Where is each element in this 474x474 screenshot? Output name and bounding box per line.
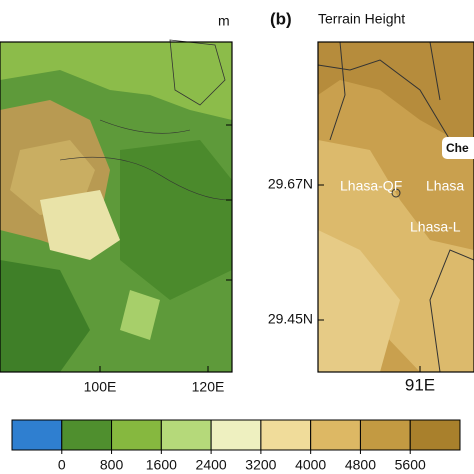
lon-label: 120E — [192, 379, 225, 395]
colorbar-box — [409, 419, 461, 451]
panel-label: (b) — [270, 9, 292, 28]
colorbar-label: 800 — [100, 457, 124, 473]
place-label: Lhasa-QF — [340, 178, 402, 194]
colorbar-box — [11, 419, 63, 451]
colorbar-label: 3200 — [245, 457, 276, 473]
lat-label: 29.67N — [268, 176, 313, 192]
label-box — [442, 137, 474, 159]
colorbar-label: 2400 — [196, 457, 227, 473]
colorbar: 0 800 1600 2400 3200 4000 4800 5600 — [11, 419, 461, 473]
colorbar-label: 0 — [58, 457, 66, 473]
colorbar-label: 4800 — [345, 457, 376, 473]
colorbar-box — [210, 419, 262, 451]
lon-label: 91E — [405, 375, 435, 394]
colorbar-box — [359, 419, 411, 451]
colorbar-box — [61, 419, 113, 451]
colorbar-label: 4000 — [295, 457, 326, 473]
lat-label: 29.45N — [268, 311, 313, 327]
colorbar-box — [260, 419, 312, 451]
place-label: Lhasa — [426, 178, 464, 194]
lon-label: 100E — [84, 379, 117, 395]
map-b — [317, 41, 474, 373]
colorbar-label: 1600 — [146, 457, 177, 473]
colorbar-label: 5600 — [395, 457, 426, 473]
colorbar-box — [111, 419, 162, 451]
place-label: Lhasa-L — [410, 219, 461, 235]
panel-title: Terrain Height — [318, 11, 405, 27]
colorbar-box — [160, 419, 212, 451]
place-label: Che — [446, 141, 469, 155]
colorbar-box — [310, 419, 361, 451]
unit-label: m — [218, 13, 230, 29]
map-a — [0, 39, 233, 373]
